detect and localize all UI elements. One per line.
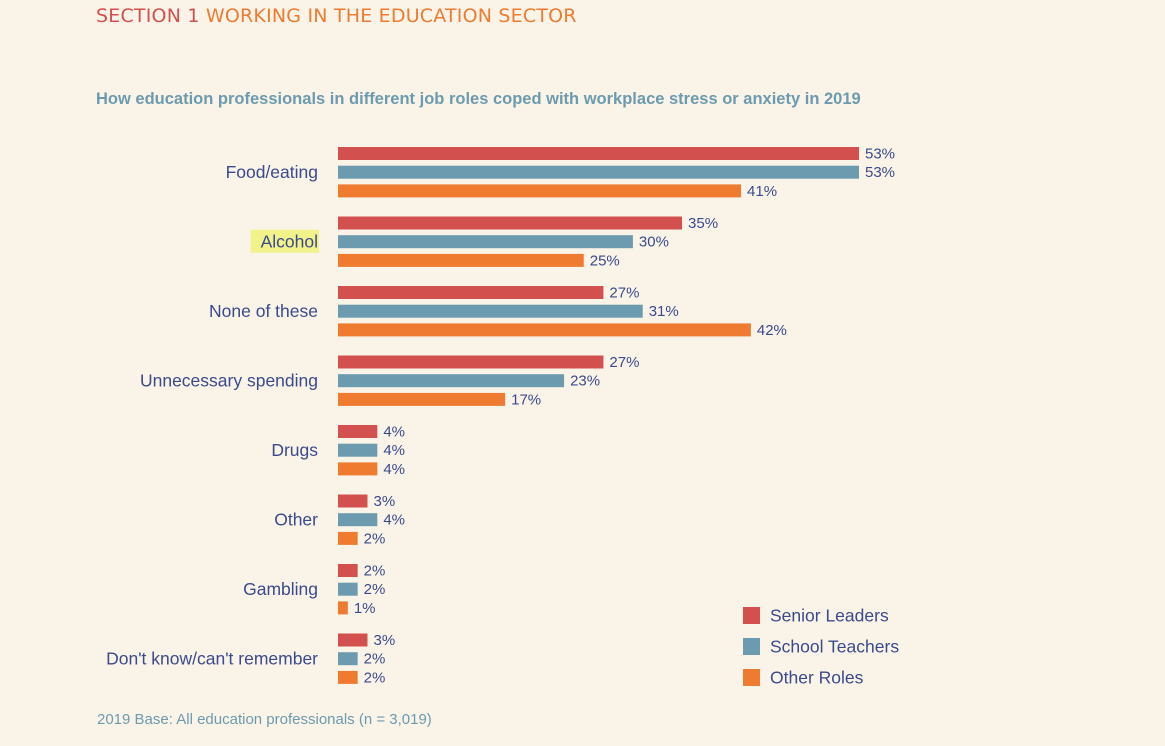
bar-school-teachers-alcohol xyxy=(338,235,633,249)
section-header: SECTION 1 WORKING IN THE EDUCATION SECTO… xyxy=(96,5,577,27)
base-footnote: 2019 Base: All education professionals (… xyxy=(97,711,432,728)
bar-senior-leaders-don-t-know-can-t-remember xyxy=(338,633,368,647)
data-label-other-roles-unnecessary-spending: 17% xyxy=(511,391,541,408)
bar-other-roles-drugs xyxy=(338,462,378,476)
bar-school-teachers-unnecessary-spending xyxy=(338,374,565,388)
category-highlight xyxy=(250,229,319,253)
data-label-other-roles-none-of-these: 42% xyxy=(757,322,787,339)
data-label-school-teachers-drugs: 4% xyxy=(383,442,405,459)
data-label-school-teachers-food-eating: 53% xyxy=(865,164,895,181)
bar-other-roles-don-t-know-can-t-remember xyxy=(338,670,358,684)
data-label-school-teachers-alcohol: 30% xyxy=(639,234,669,251)
category-label-drugs: Drugs xyxy=(271,440,318,460)
data-label-other-roles-other: 2% xyxy=(364,530,386,547)
data-label-school-teachers-gambling: 2% xyxy=(364,581,386,598)
chart-title: How education professionals in different… xyxy=(96,90,861,108)
category-label-don-t-know-can-t-remember: Don't know/can't remember xyxy=(106,649,318,669)
bar-school-teachers-drugs xyxy=(338,443,378,457)
bar-senior-leaders-drugs xyxy=(338,425,378,438)
bar-senior-leaders-alcohol xyxy=(338,216,683,230)
bar-other-roles-other xyxy=(338,531,358,545)
data-label-other-roles-don-t-know-can-t-remember: 2% xyxy=(364,669,386,686)
category-label-alcohol: Alcohol xyxy=(261,232,318,252)
section-number: SECTION 1 xyxy=(96,5,200,27)
category-label-unnecessary-spending: Unnecessary spending xyxy=(140,371,318,391)
legend-swatch-school-teachers xyxy=(743,638,760,655)
bar-senior-leaders-none-of-these xyxy=(338,286,604,299)
bar-senior-leaders-other xyxy=(338,494,368,508)
bar-school-teachers-none-of-these xyxy=(338,304,643,318)
bar-senior-leaders-gambling xyxy=(338,564,358,577)
data-label-school-teachers-other: 4% xyxy=(383,512,405,529)
legend-swatch-senior-leaders xyxy=(743,607,760,624)
category-label-none-of-these: None of these xyxy=(209,301,318,321)
bar-senior-leaders-food-eating xyxy=(338,147,859,160)
data-label-other-roles-drugs: 4% xyxy=(383,461,405,478)
category-label-other: Other xyxy=(274,510,318,530)
legend-label-school-teachers: School Teachers xyxy=(770,637,899,657)
bar-school-teachers-gambling xyxy=(338,582,358,596)
data-label-school-teachers-unnecessary-spending: 23% xyxy=(570,373,600,390)
section-title: WORKING IN THE EDUCATION SECTOR xyxy=(205,5,577,27)
data-label-senior-leaders-unnecessary-spending: 27% xyxy=(609,354,639,371)
bar-senior-leaders-unnecessary-spending xyxy=(338,355,604,369)
category-label-food-eating: Food/eating xyxy=(226,162,318,182)
data-label-senior-leaders-none-of-these: 27% xyxy=(609,285,639,302)
category-label-gambling: Gambling xyxy=(243,579,318,599)
bar-school-teachers-don-t-know-can-t-remember xyxy=(338,652,358,666)
bar-other-roles-unnecessary-spending xyxy=(338,392,506,406)
bar-school-teachers-food-eating xyxy=(338,165,859,179)
bar-other-roles-food-eating xyxy=(338,184,742,198)
data-label-senior-leaders-drugs: 4% xyxy=(383,424,405,441)
data-label-other-roles-food-eating: 41% xyxy=(747,183,777,200)
data-label-other-roles-gambling: 1% xyxy=(354,600,376,617)
data-label-school-teachers-none-of-these: 31% xyxy=(649,303,679,320)
legend-label-other-roles: Other Roles xyxy=(770,668,864,688)
data-label-senior-leaders-alcohol: 35% xyxy=(688,215,718,232)
data-label-senior-leaders-other: 3% xyxy=(373,493,395,510)
bar-other-roles-none-of-these xyxy=(338,323,751,337)
data-label-senior-leaders-don-t-know-can-t-remember: 3% xyxy=(373,632,395,649)
data-label-school-teachers-don-t-know-can-t-remember: 2% xyxy=(364,651,386,668)
legend-label-senior-leaders: Senior Leaders xyxy=(770,606,889,626)
bar-other-roles-gambling xyxy=(338,601,348,615)
data-label-senior-leaders-food-eating: 53% xyxy=(865,146,895,163)
bar-other-roles-alcohol xyxy=(338,253,584,267)
data-label-other-roles-alcohol: 25% xyxy=(590,252,620,269)
legend-swatch-other-roles xyxy=(743,669,760,686)
bar-school-teachers-other xyxy=(338,513,378,527)
data-label-senior-leaders-gambling: 2% xyxy=(364,563,386,580)
